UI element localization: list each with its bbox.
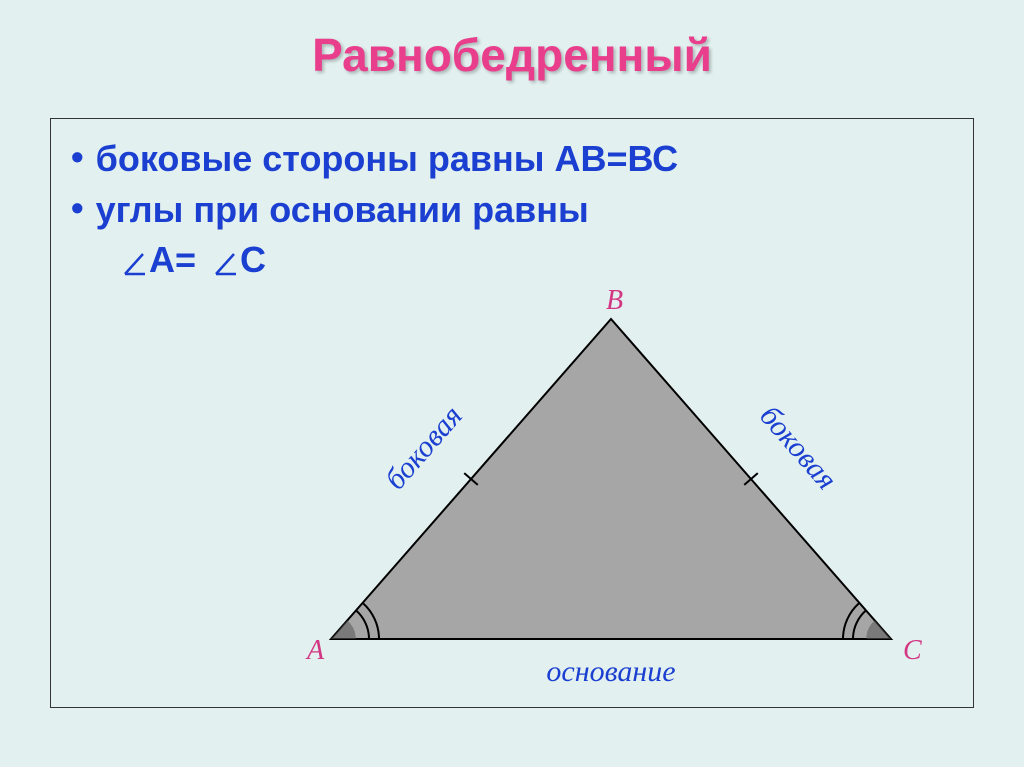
svg-text:боковая: боковая: [753, 399, 843, 496]
svg-text:A: A: [305, 635, 325, 666]
slide: Равнобедренный • боковые стороны равны А…: [0, 0, 1024, 767]
slide-title: Равнобедренный: [0, 0, 1024, 82]
triangle-diagram: A B Cбоковая боковая основание: [51, 119, 975, 709]
svg-text:B: B: [606, 285, 623, 316]
svg-text:C: C: [903, 635, 922, 666]
svg-text:основание: основание: [546, 655, 675, 688]
content-frame: • боковые стороны равны АВ=ВС • углы при…: [50, 118, 974, 708]
svg-text:боковая: боковая: [379, 399, 469, 496]
